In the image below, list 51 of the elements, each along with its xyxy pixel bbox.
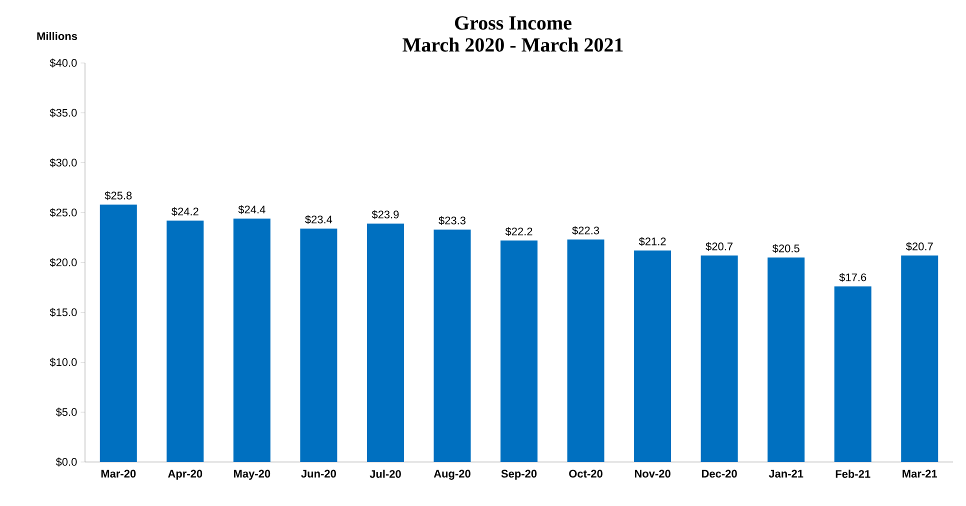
x-tick-label: Feb-21 (836, 470, 870, 478)
y-tick-label: $40.0 (50, 58, 77, 68)
data-label: $20.5 (772, 244, 800, 253)
y-tick-label: $20.0 (50, 258, 77, 267)
y-tick-label: $0.0 (56, 458, 77, 466)
bar (634, 250, 672, 462)
bar (434, 230, 471, 462)
x-tick-label: Jul-20 (370, 470, 401, 478)
data-label: $22.2 (505, 227, 532, 236)
chart-title: Gross Income (455, 16, 572, 30)
bar (901, 256, 938, 462)
data-label: $23.4 (305, 215, 332, 224)
x-tick-label: Mar-21 (902, 470, 938, 478)
y-axis-title: Millions (37, 32, 78, 40)
bar (768, 258, 805, 462)
data-label: $23.9 (372, 210, 399, 220)
y-tick-label: $15.0 (50, 308, 77, 317)
y-tick-label: $5.0 (56, 408, 77, 417)
bar (366, 224, 404, 462)
data-label: $25.8 (104, 191, 132, 200)
bar (100, 204, 137, 462)
data-label: $17.6 (839, 273, 866, 282)
x-tick-label: May-20 (234, 470, 270, 480)
y-tick-label: $25.0 (50, 208, 77, 218)
data-label: $20.7 (706, 242, 733, 251)
y-tick-label: $10.0 (50, 358, 77, 367)
x-tick-label: Aug-20 (434, 470, 470, 480)
x-tick-label: Jun-20 (301, 470, 336, 478)
bar (300, 228, 338, 462)
bar (567, 240, 604, 462)
bar (700, 256, 738, 462)
x-tick-label: Nov-20 (634, 470, 670, 478)
x-tick-label: Jan-21 (768, 470, 804, 478)
bar (500, 240, 538, 462)
bar (834, 286, 872, 462)
y-tick-label: $30.0 (50, 158, 77, 168)
data-label: $24.2 (172, 207, 198, 216)
chart-subtitle: March 2020 - March 2021 (402, 38, 623, 52)
bar (233, 218, 270, 462)
x-tick-label: Dec-20 (702, 470, 737, 478)
x-tick-label: Mar-20 (101, 470, 136, 478)
data-label: $24.4 (238, 205, 266, 214)
x-tick-label: Oct-20 (569, 470, 602, 478)
x-tick-label: Apr-20 (168, 470, 202, 480)
x-tick-label: Sep-20 (501, 470, 537, 480)
data-label: $20.7 (906, 242, 933, 251)
bar (166, 220, 204, 462)
data-label: $21.2 (638, 237, 666, 246)
data-label: $22.3 (572, 226, 600, 236)
y-tick-label: $35.0 (50, 108, 77, 118)
data-label: $23.3 (438, 216, 466, 226)
